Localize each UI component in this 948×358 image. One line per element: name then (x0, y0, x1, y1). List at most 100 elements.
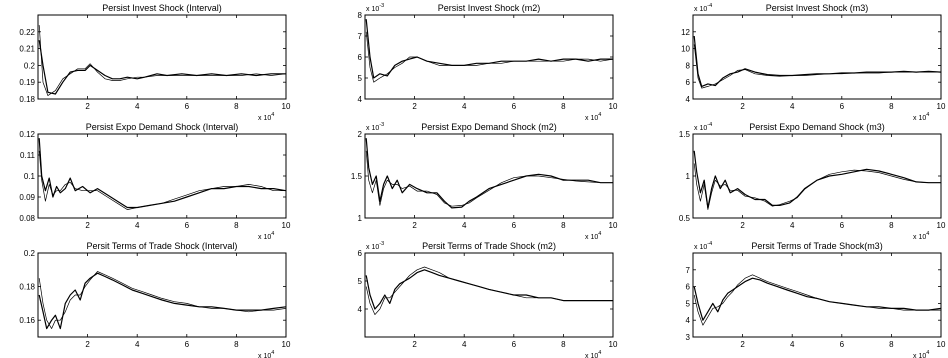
x-tick-label: 4 (135, 102, 140, 111)
series-line-2 (693, 44, 941, 89)
y-tick-label: 0.11 (20, 151, 36, 160)
x-tick-label: 10 (282, 340, 291, 349)
x-tick-label: 6 (512, 221, 517, 230)
x-tick-label: 4 (790, 221, 795, 230)
y-tick-label: 5 (358, 74, 363, 83)
y-tick-label: 7 (686, 266, 691, 275)
y-tick-label: 5 (686, 299, 691, 308)
series-line-2 (38, 150, 286, 210)
y-tick-label: 4 (358, 95, 363, 104)
x-tick-label: 6 (512, 340, 517, 349)
y-tick-label: 0.22 (19, 28, 35, 37)
y-tick-label: 7 (358, 32, 363, 41)
x-tick-label: 2 (740, 102, 745, 111)
subplot-6: Persist Expo Demand Shock (m3) 2 4 6 8 10 0.5 1… (679, 122, 946, 241)
y-tick-label: 0.12 (19, 130, 35, 139)
x-tick-label: 8 (889, 102, 894, 111)
x-tick-label: 4 (790, 340, 795, 349)
y-tick-label: 0.21 (19, 45, 35, 54)
subplot-9: Persit Terms of Trade Shock(m3) 2 4 6 8 10 3 4 5… (686, 241, 946, 358)
subplot-title: Persist Invest Shock (m2) (438, 3, 541, 13)
x-tick-label: 10 (937, 102, 946, 111)
series-line-2 (38, 271, 286, 329)
x-tick-label: 8 (561, 221, 566, 230)
series-line-1 (38, 138, 286, 209)
y-tick-label: 4 (686, 316, 691, 325)
y-tick-label: 1.5 (351, 172, 363, 181)
y-tick-label: 4 (686, 95, 691, 104)
y-tick-label: 8 (686, 61, 691, 70)
y-tick-label: 12 (681, 28, 690, 37)
x-tick-label: 2 (85, 340, 90, 349)
y-axis-multiplier: x 10-4 (694, 122, 712, 132)
x-axis-multiplier: x 104 (913, 350, 929, 358)
y-tick-label: 0.09 (19, 193, 35, 202)
y-tick-label: 0.16 (19, 316, 35, 325)
x-axis-multiplier: x 104 (585, 350, 601, 358)
x-axis-multiplier: x 104 (913, 231, 929, 241)
x-tick-label: 10 (937, 340, 946, 349)
y-tick-label: 3 (686, 333, 691, 342)
y-axis-multiplier: x 10-3 (366, 241, 384, 251)
y-tick-label: 0.19 (19, 78, 35, 87)
x-axis-multiplier: x 104 (913, 112, 929, 122)
x-tick-label: 10 (609, 221, 618, 230)
subplot-title: Persit Terms of Trade Shock (Interval) (87, 241, 238, 251)
subplot-title: Persist Expo Demand Shock (m3) (749, 122, 885, 132)
y-tick-label: 10 (681, 45, 690, 54)
subplot-5: Persist Expo Demand Shock (m2) 2 4 6 8 10 1 1.5… (351, 122, 618, 241)
series-line-2 (365, 150, 613, 207)
x-axis-multiplier: x 104 (585, 112, 601, 122)
y-tick-label: 0.5 (679, 214, 691, 223)
y-tick-label: 2 (358, 130, 363, 139)
subplot-4: Persist Expo Demand Shock (Interval) 2 4 6 8… (19, 122, 291, 241)
series-line-2 (38, 25, 286, 96)
x-tick-label: 10 (282, 221, 291, 230)
y-tick-label: 6 (686, 78, 691, 87)
subplot-title: Persist Invest Shock (Interval) (102, 3, 222, 13)
y-tick-label: 0.08 (19, 214, 35, 223)
y-tick-label: 6 (686, 283, 691, 292)
plot-frame (692, 14, 942, 100)
x-tick-label: 6 (512, 102, 517, 111)
y-axis-multiplier: x 10-4 (694, 3, 712, 13)
x-axis-multiplier: x 104 (258, 350, 274, 358)
x-tick-label: 4 (135, 221, 140, 230)
y-tick-label: 0.1 (24, 172, 36, 181)
x-tick-label: 4 (462, 102, 467, 111)
x-tick-label: 4 (462, 340, 467, 349)
series-line-2 (693, 274, 941, 326)
x-tick-label: 8 (889, 221, 894, 230)
y-tick-label: 1 (358, 214, 363, 223)
x-tick-label: 10 (282, 102, 291, 111)
subplot-1: Persist Invest Shock (Interval) 2 4 6 8 10 0.1… (19, 3, 291, 122)
x-tick-label: 6 (185, 102, 190, 111)
x-tick-label: 4 (135, 340, 140, 349)
series-line-2 (693, 163, 941, 210)
x-tick-label: 2 (740, 221, 745, 230)
plot-frame (364, 14, 614, 100)
x-tick-label: 4 (790, 102, 795, 111)
plot-frame (37, 14, 287, 100)
x-tick-label: 2 (740, 340, 745, 349)
x-tick-label: 6 (185, 340, 190, 349)
x-tick-label: 10 (609, 102, 618, 111)
series-line-1 (693, 277, 941, 321)
subplot-title: Persit Terms of Trade Shock(m3) (751, 241, 882, 251)
x-axis-multiplier: x 104 (585, 231, 601, 241)
x-tick-label: 8 (234, 340, 239, 349)
plot-frame (692, 252, 942, 338)
x-tick-label: 2 (85, 102, 90, 111)
x-axis-multiplier: x 104 (258, 231, 274, 241)
x-tick-label: 10 (609, 340, 618, 349)
plot-frame (37, 133, 287, 219)
series-line-2 (365, 31, 613, 83)
y-tick-label: 0.2 (24, 61, 36, 70)
y-tick-label: 8 (358, 11, 363, 20)
y-tick-label: 6 (358, 53, 363, 62)
y-tick-label: 0.18 (19, 283, 35, 292)
subplot-7: Persit Terms of Trade Shock (Interval) 2 4… (19, 241, 291, 358)
x-tick-label: 2 (412, 102, 417, 111)
